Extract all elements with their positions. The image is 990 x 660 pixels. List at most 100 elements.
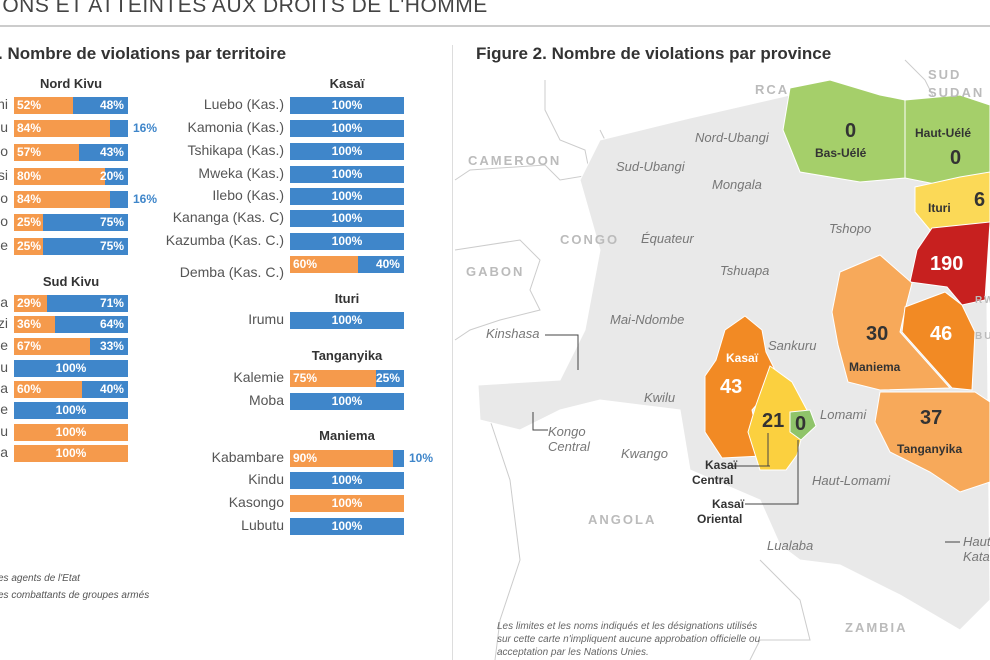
segment-label: 52% <box>17 98 42 112</box>
group-title: Ituri <box>334 291 360 306</box>
segment-label: 100% <box>331 144 363 158</box>
province-label: Kongo <box>548 424 586 439</box>
segment-label: 100% <box>331 211 363 225</box>
segment-label: 36% <box>17 317 42 331</box>
province-label: Mai-Ndombe <box>610 312 685 327</box>
bar-segment-blue <box>109 191 128 208</box>
stacked-bar: 90% 10% <box>290 450 433 467</box>
segment-label: 25% <box>17 215 42 229</box>
segment-label: 100% <box>331 313 363 327</box>
province-label: Lualaba <box>767 538 814 553</box>
segment-label: 57% <box>17 145 42 159</box>
figure2-title: Figure 2. Nombre de violations par provi… <box>476 44 832 63</box>
province-label: Équateur <box>641 231 694 246</box>
province-name-maniema: Maniema <box>849 360 901 374</box>
province-label: Central <box>548 439 590 454</box>
province-label: Kwilu <box>644 390 676 405</box>
province-label: Kwango <box>621 446 668 461</box>
province-value-ituri: 6 <box>974 189 986 211</box>
legend-item-state-agents: es agents de l'Etat <box>0 573 80 584</box>
group-title: Sud Kivu <box>42 274 100 289</box>
row-label: Mweka (Kas.) <box>198 165 284 181</box>
province-label: Tshuapa <box>720 263 770 278</box>
row-label: Luebo (Kas.) <box>203 96 284 112</box>
bar-segment-blue: 48% <box>73 97 128 114</box>
province-value-sud-kivu: 46 <box>930 323 953 345</box>
province-value-haut-uele: 0 <box>950 147 962 169</box>
bar-segment-blue: 33% <box>90 338 128 355</box>
row-label: Kindu <box>248 471 284 487</box>
page-title: IONS ET ATTEINTES AUX DROITS DE L'HOMME <box>0 0 488 17</box>
province-label: Tshopo <box>829 221 872 236</box>
bar-segment-blue: 25% <box>375 370 404 387</box>
province-name-bas-uele: Bas-Uélé <box>815 146 867 160</box>
border-line <box>454 239 541 341</box>
stacked-bar: 57% 43% <box>14 144 128 161</box>
province-label: Sankuru <box>768 338 817 353</box>
country-label: SUD <box>928 67 962 82</box>
bar-segment-blue: 100% <box>14 402 128 419</box>
bar-segment-orange: 90% <box>290 450 393 467</box>
stacked-bar: 29% 71% <box>14 295 128 312</box>
segment-label: 25% <box>375 371 400 385</box>
bar-segment-orange: 100% <box>14 424 128 441</box>
stacked-bar: 100% <box>14 402 128 419</box>
stacked-bar: 52% 48% <box>14 97 128 114</box>
segment-label: 40% <box>375 257 400 271</box>
segment-label: 100% <box>331 473 363 487</box>
row-label: Kalemie <box>233 369 284 385</box>
segment-label: 33% <box>99 339 124 353</box>
bar-segment-orange: 84% <box>14 120 110 137</box>
province-name-kasai-central: Kasaï <box>705 458 738 472</box>
segment-label: 100% <box>331 98 363 112</box>
group-title: Maniema <box>319 428 375 443</box>
province-label: Kinshasa <box>486 326 540 341</box>
row-label: ni <box>0 96 8 112</box>
stacked-bar: 100% <box>14 424 128 441</box>
stacked-bar: 100% <box>290 472 404 489</box>
segment-label: 60% <box>17 382 42 396</box>
bar-segment-blue: 100% <box>290 120 404 137</box>
row-label: Kasongo <box>228 494 284 510</box>
segment-label: 100% <box>331 167 363 181</box>
province-label: Mongala <box>712 177 762 192</box>
province-name-tanganyika: Tanganyika <box>897 442 963 456</box>
row-label: e <box>0 401 8 417</box>
row-label: e <box>0 337 8 353</box>
segment-label: 100% <box>55 446 87 460</box>
province-name-ituri: Ituri <box>928 201 951 215</box>
group-title: Kasaï <box>329 76 365 91</box>
stacked-bar: 100% <box>290 166 404 183</box>
province-name-kasai-oriental: Kasaï <box>712 497 745 511</box>
segment-label: 16% <box>133 121 158 135</box>
figure1-title: . Nombre de violations par territoire <box>0 44 287 63</box>
segment-label: 71% <box>99 296 124 310</box>
stacked-bar: 80% 20% <box>14 168 128 185</box>
country-label: ANGOLA <box>588 512 657 527</box>
bar-segment-orange: 36% <box>14 316 56 333</box>
province-label: Haut <box>963 534 990 549</box>
row-label: o <box>0 143 8 159</box>
province-value-nord-kivu: 190 <box>930 253 964 275</box>
bar-segment-blue: 64% <box>55 316 128 333</box>
stacked-bar: 100% <box>290 312 404 329</box>
segment-label: 90% <box>293 451 318 465</box>
row-label: zi <box>0 315 8 331</box>
segment-label: 100% <box>55 361 87 375</box>
stacked-bar: 100% <box>290 97 404 114</box>
row-label: Ilebo (Kas.) <box>212 187 284 203</box>
bar-segment-blue: 100% <box>290 312 404 329</box>
country-label: ZAMBIA <box>845 620 908 635</box>
stacked-bar: 100% <box>290 210 404 227</box>
country-label: GABON <box>466 264 525 279</box>
stacked-bar: 25% 75% <box>14 214 128 231</box>
bar-segment-blue: 100% <box>14 360 128 377</box>
province-nord-kivu <box>909 221 990 306</box>
stacked-bar: 84% 16% <box>14 191 157 208</box>
country-label: RCA <box>755 82 790 97</box>
province-value-bas-uele: 0 <box>845 120 857 142</box>
province-value-kasai-oriental: 0 <box>795 413 807 435</box>
stacked-bar: 100% <box>14 445 128 462</box>
row-label: Lubutu <box>241 517 284 533</box>
